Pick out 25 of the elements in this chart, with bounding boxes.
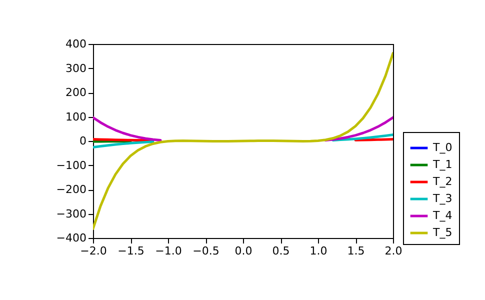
x-tick-label: −2.0	[80, 244, 107, 258]
y-tick-label: −300	[56, 207, 86, 220]
y-tick-label: −200	[56, 183, 86, 196]
y-tick-label: 100	[66, 110, 86, 124]
legend-label: T_0	[432, 141, 452, 154]
x-tick-label: 0.5	[272, 244, 290, 258]
x-tick-label: −1.5	[118, 244, 144, 258]
x-tick-label: −1.0	[155, 244, 182, 258]
legend-label: T_3	[432, 192, 452, 205]
legend-label: T_2	[432, 175, 452, 188]
x-tick-label: −0.5	[192, 244, 220, 258]
line-series	[93, 52, 393, 230]
legend-label: T_4	[432, 209, 452, 222]
y-tick-label: 300	[66, 62, 86, 75]
x-tick-label: 1.5	[347, 244, 365, 258]
y-tick-label: 0	[80, 134, 86, 148]
y-tick-label: −400	[56, 232, 86, 244]
legend-label: T_5	[432, 226, 452, 239]
x-tick-label: 0.0	[234, 244, 252, 258]
y-tick-label: 200	[66, 86, 86, 99]
x-tick-label: 2.0	[384, 244, 402, 258]
y-tick-label: −100	[56, 158, 86, 172]
x-tick-label: 1.0	[310, 244, 328, 258]
legend-label: T_1	[432, 158, 452, 171]
y-tick-label: 400	[66, 38, 86, 50]
